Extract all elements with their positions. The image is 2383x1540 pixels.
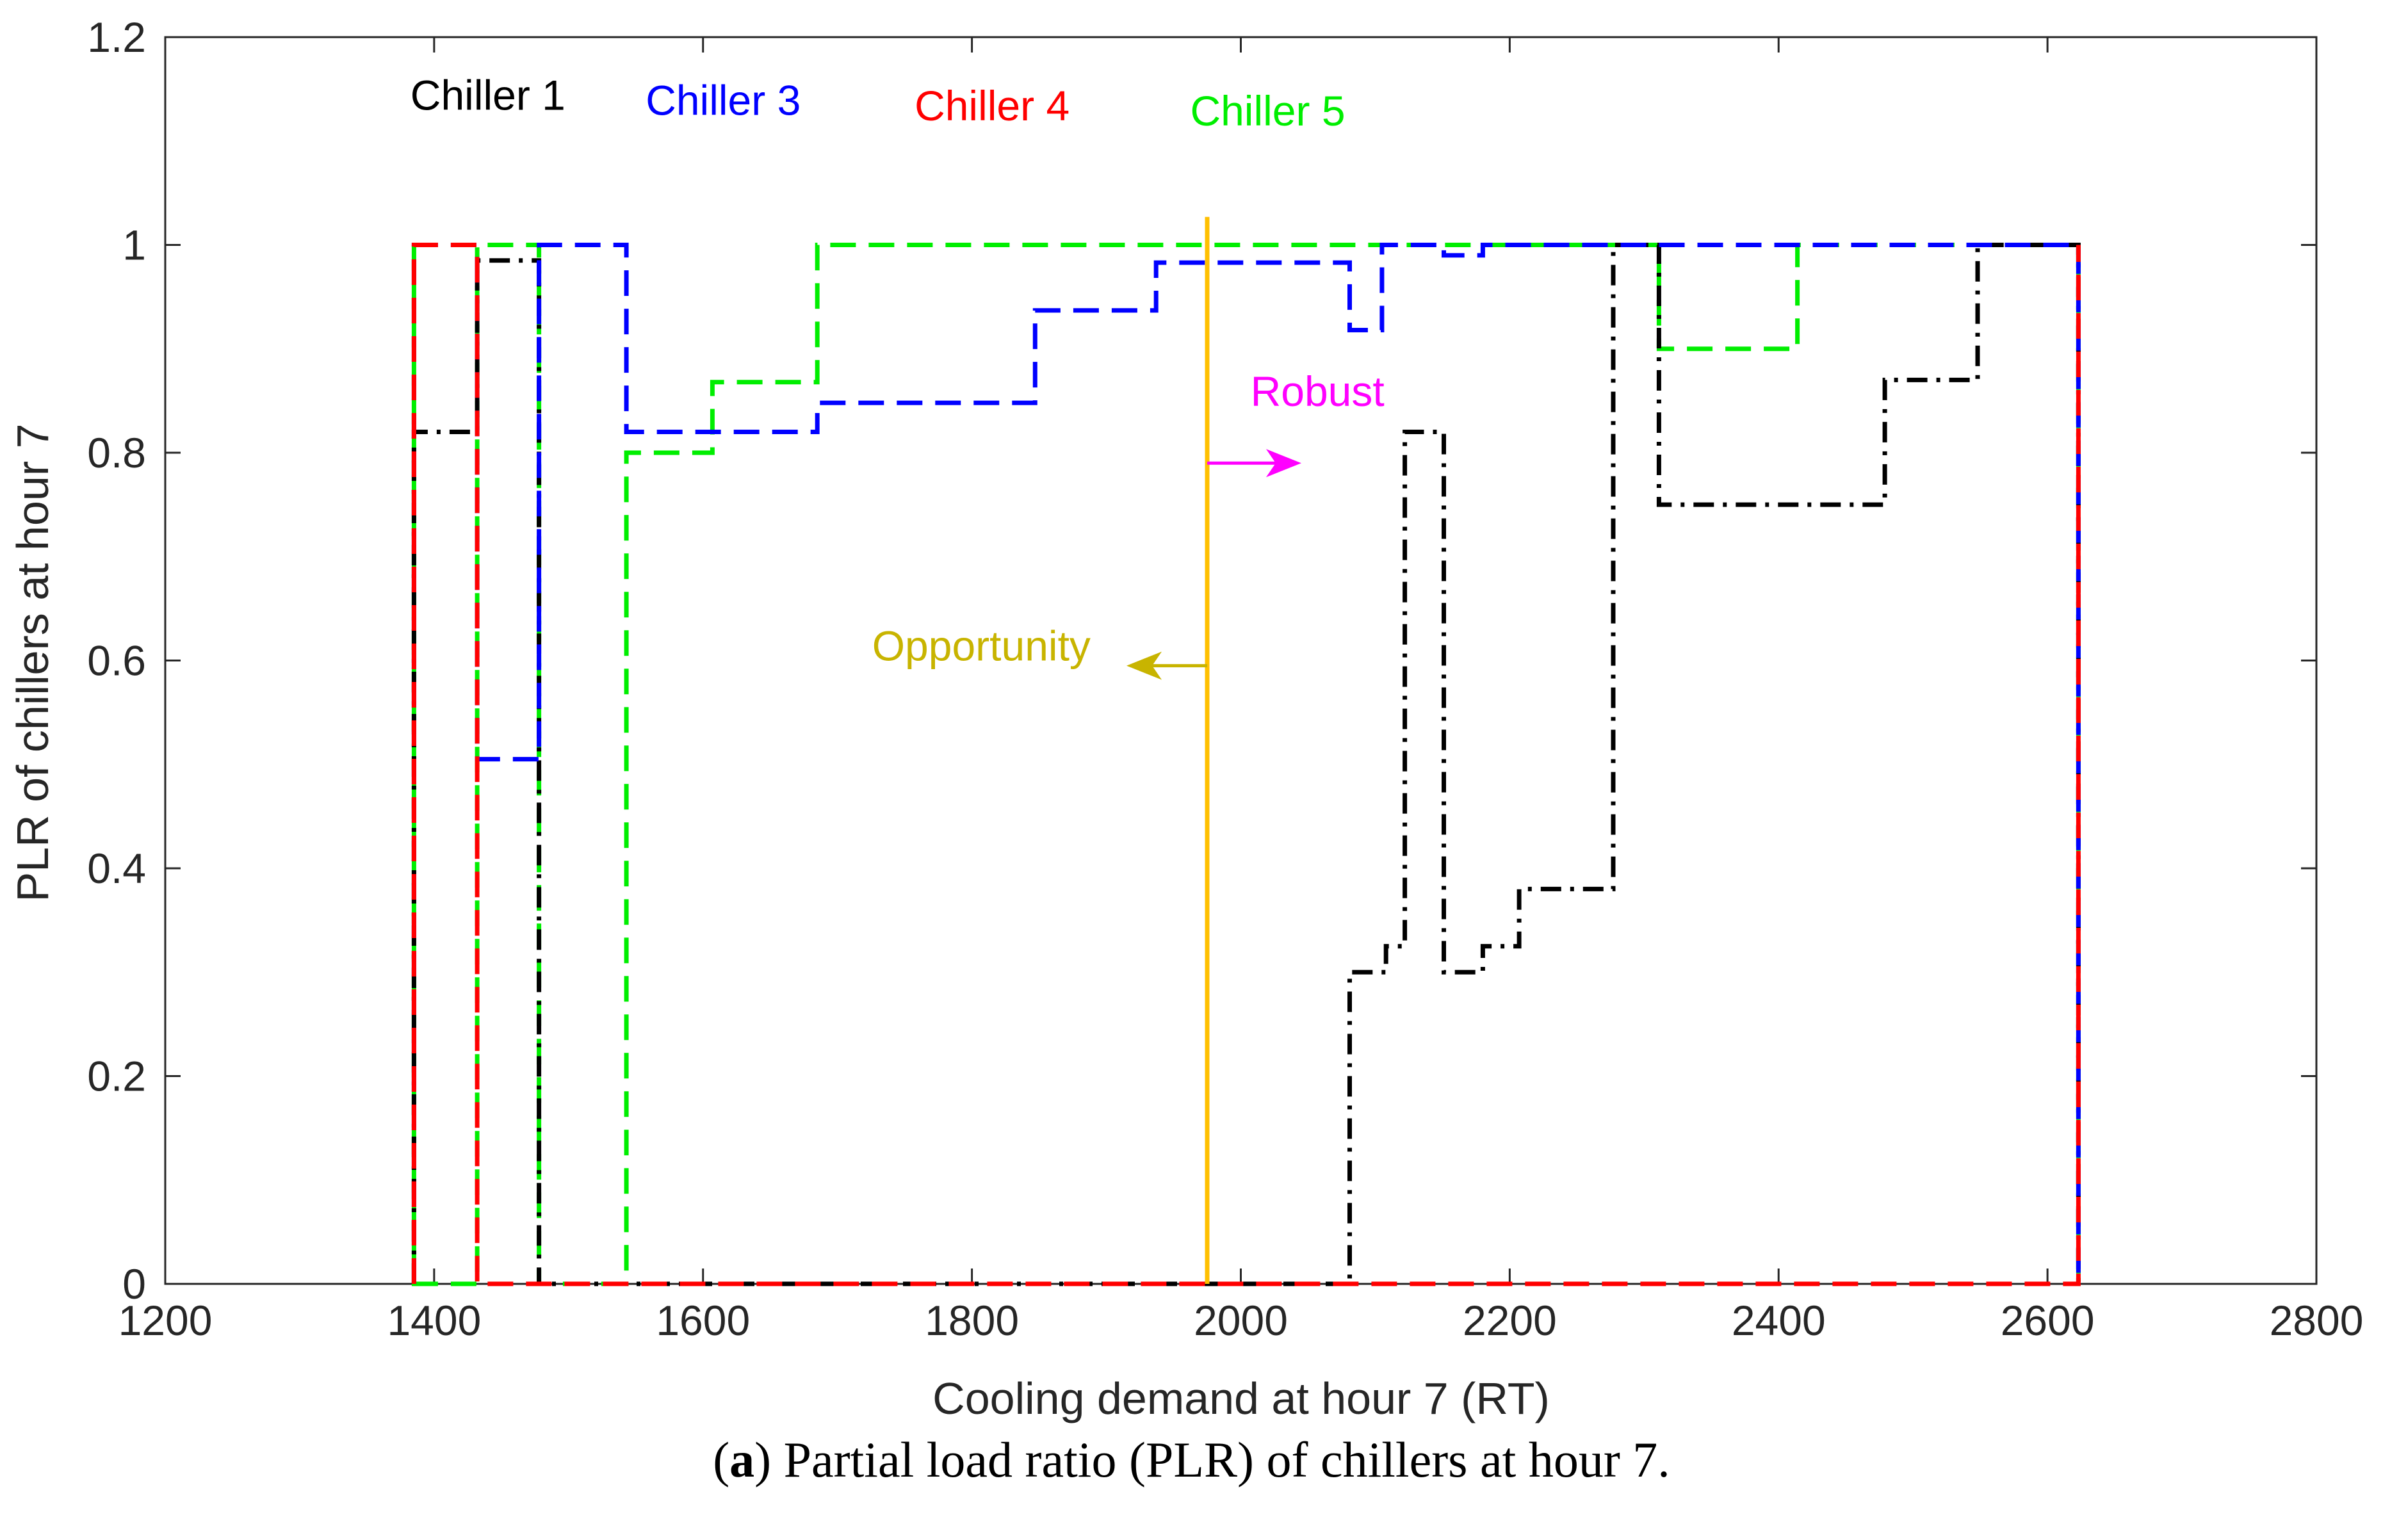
y-tick-label: 1 xyxy=(122,222,146,269)
x-tick-label: 1200 xyxy=(118,1297,213,1344)
axes: 1200 1400 1600 1800 2000 2200 2400 2600 2800 0 0.2… xyxy=(87,13,2363,1344)
plot-background xyxy=(165,37,2316,1284)
legend-label: Chiller 1 xyxy=(411,72,565,119)
x-tick-label: 2000 xyxy=(1194,1297,1288,1344)
x-tick-label: 2400 xyxy=(1732,1297,1826,1344)
x-tick-label: 2800 xyxy=(2270,1297,2364,1344)
y-axis-label: PLR of chillers at hour 7 xyxy=(8,423,58,902)
series-line-chiller-1 xyxy=(411,243,2081,1286)
series-line-chiller-4 xyxy=(411,243,2081,1286)
plot-area xyxy=(165,37,2316,1284)
x-tick-label: 2200 xyxy=(1463,1297,1557,1344)
y-tick-label: 0.6 xyxy=(87,637,146,685)
robust-label: Robust xyxy=(1251,368,1385,415)
x-axis-label: Cooling demand at hour 7 (RT) xyxy=(932,1374,1550,1423)
y-tick-label: 0.2 xyxy=(87,1053,146,1100)
y-tick-label: 1.2 xyxy=(87,13,146,61)
y-tick-label: 0 xyxy=(122,1260,146,1308)
caption-label: a xyxy=(729,1432,755,1487)
x-tick-label: 1800 xyxy=(925,1297,1019,1344)
y-tick-label: 0.4 xyxy=(87,845,146,892)
legend-label: Chiller 5 xyxy=(1190,87,1345,134)
x-tick-label: 2600 xyxy=(2001,1297,2095,1344)
opportunity-arrow-head xyxy=(1126,651,1162,680)
robust-arrow-head xyxy=(1265,449,1301,478)
series-line-chiller-3 xyxy=(411,243,2081,1284)
legend-label: Chiller 3 xyxy=(646,77,801,124)
annotation-layer: Chiller 1 Chiller 3 Chiller 4 Chiller 5 Robu… xyxy=(411,72,1385,1284)
x-tick-label: 1400 xyxy=(387,1297,481,1344)
caption-text: ) Partial load ratio (PLR) of chillers a… xyxy=(754,1432,1670,1487)
opportunity-label: Opportunity xyxy=(872,622,1091,670)
figure-caption: (a) Partial load ratio (PLR) of chillers… xyxy=(713,1432,1670,1487)
y-tick-label: 0.8 xyxy=(87,429,146,476)
series-layer xyxy=(411,243,2081,1286)
legend-label: Chiller 4 xyxy=(915,82,1070,129)
x-tick-label: 1600 xyxy=(656,1297,750,1344)
